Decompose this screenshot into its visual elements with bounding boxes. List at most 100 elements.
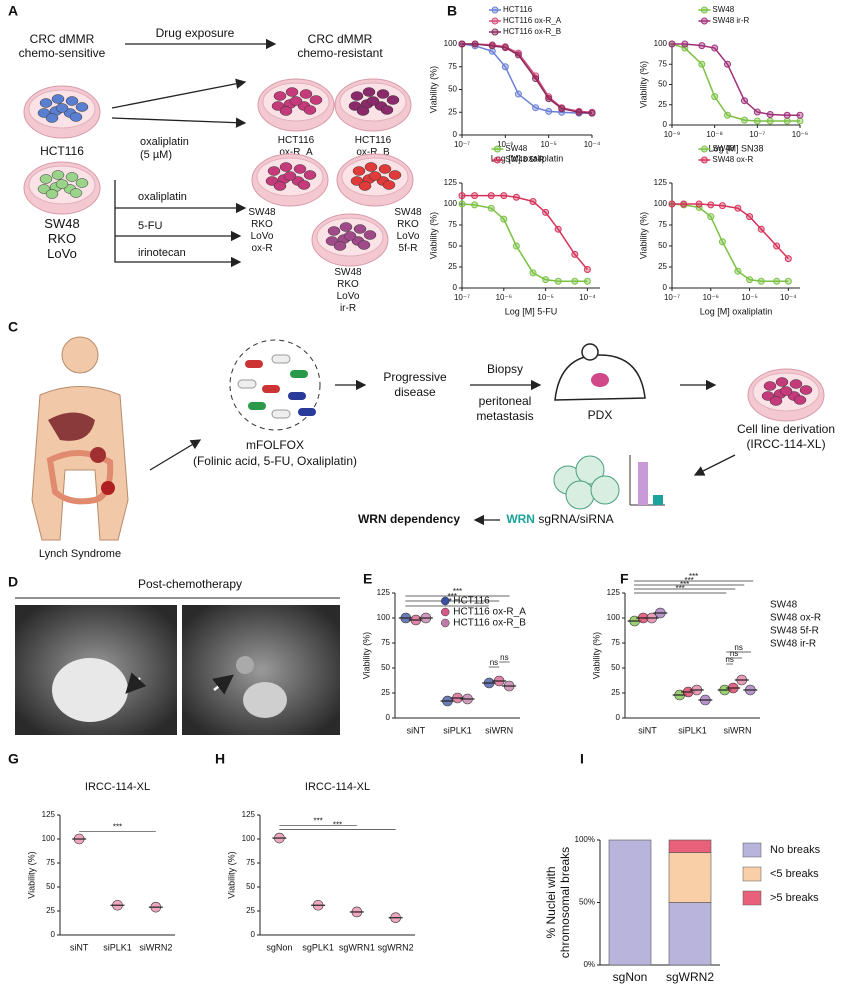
point: [784, 255, 792, 263]
arrow: [125, 672, 147, 694]
liver: [48, 412, 95, 441]
significance: ns: [734, 643, 742, 652]
line: LoVo: [47, 246, 77, 261]
x-tick-label: sgNon: [266, 942, 292, 952]
line: Cell line derivation: [737, 422, 835, 436]
mouse-ear: [581, 343, 599, 361]
label: SW48 RKO LoVo ir-R: [334, 267, 362, 314]
y-tick-label: 75: [658, 59, 667, 68]
x-tick-label: 10⁻⁵: [741, 293, 757, 302]
point: [545, 95, 553, 103]
cell: [75, 178, 89, 188]
y-axis-label: chromosomal breaks: [558, 847, 572, 958]
significance: ns: [730, 649, 738, 658]
cell: [364, 162, 378, 172]
legend-label: SW48 ox-R: [712, 155, 753, 164]
arrow: [111, 117, 247, 128]
point: [583, 277, 591, 285]
point: [458, 200, 466, 208]
legend-label: HCT116 ox-R_A: [503, 16, 562, 25]
legend-label: SW48: [505, 144, 527, 153]
legend-label: HCT116 ox-R_A: [453, 607, 526, 618]
label: HCT116 ox-R_A: [278, 135, 315, 158]
significance: ***: [113, 822, 122, 831]
significance: ***: [680, 580, 689, 589]
x-tick-label: siPLK1: [103, 942, 132, 952]
cell: [368, 171, 382, 181]
point: [740, 97, 748, 105]
y-tick-label: 100: [42, 834, 56, 843]
dish: [257, 78, 335, 132]
cell: [39, 98, 53, 108]
tumor: [90, 447, 106, 463]
cell: [65, 96, 79, 106]
y-tick-label: 0%: [583, 960, 595, 969]
point: [783, 111, 791, 119]
legend-label: SW48: [712, 5, 734, 14]
y-tick-label: 50: [448, 241, 457, 250]
x-tick-label: 10⁻⁸: [706, 130, 723, 139]
point: [698, 60, 706, 68]
y-axis-label: Viability (%): [591, 632, 601, 679]
point: [734, 204, 742, 212]
y-tick-label: 100%: [575, 835, 595, 844]
y-axis-label: Viability (%): [361, 632, 371, 679]
x-tick-label: siWRN: [724, 725, 752, 735]
point: [753, 108, 761, 116]
legend-label: SW48 5f-R: [505, 155, 544, 164]
dish: [311, 213, 389, 267]
lesion: [236, 656, 254, 674]
cell: [366, 96, 380, 106]
y-tick-label: 50: [246, 882, 255, 891]
y-tick-label: 50%: [579, 898, 595, 907]
line: ox-R: [251, 243, 272, 254]
point: [529, 269, 537, 277]
label: HCT116 ox-R_B: [355, 135, 392, 158]
label: WRN dependency: [358, 512, 460, 526]
significance: ***: [333, 821, 342, 830]
legend-label: SW48 ox-R: [770, 613, 821, 624]
cell: [363, 230, 377, 240]
cell: [267, 166, 281, 176]
bar-segment: [608, 839, 652, 966]
cell: [779, 386, 793, 396]
x-tick-label: 10⁻⁹: [664, 130, 681, 139]
curve: [461, 43, 592, 114]
x-tick-label: 10⁻⁴: [579, 293, 596, 302]
label: CRC dMMR chemo-sensitive: [19, 32, 106, 60]
panel-label: D: [8, 574, 18, 590]
x-tick-label: siWRN: [485, 725, 513, 735]
y-tick-label: 75: [46, 858, 55, 867]
cell: [273, 181, 287, 191]
cell: [382, 180, 396, 190]
cell: [303, 105, 317, 115]
cell: [799, 385, 813, 395]
curve: [672, 203, 789, 260]
point: [471, 40, 479, 48]
x-tick-label: siPLK1: [443, 725, 472, 735]
point: [707, 201, 715, 209]
legend-marker: [700, 6, 708, 14]
y-tick-label: 25: [658, 262, 667, 271]
point: [545, 107, 553, 115]
line: ox-R_A: [279, 147, 313, 158]
line: chemo-resistant: [297, 46, 383, 60]
line: HCT116: [278, 135, 315, 146]
cell: [283, 171, 297, 181]
x-tick-label: 10⁻⁶: [497, 140, 513, 149]
panel-label: E: [363, 571, 372, 587]
y-tick-label: 100: [654, 199, 668, 208]
point: [796, 111, 804, 119]
tumor: [591, 373, 609, 387]
point: [542, 208, 550, 216]
legend-marker: [491, 28, 499, 36]
dish: [23, 161, 101, 215]
point: [734, 267, 742, 275]
significance: ***: [689, 572, 698, 581]
legend-label: SW48: [712, 144, 734, 153]
cell: [357, 240, 371, 250]
legend-marker: [700, 17, 708, 25]
cell: [343, 231, 357, 241]
cell: [65, 172, 79, 182]
